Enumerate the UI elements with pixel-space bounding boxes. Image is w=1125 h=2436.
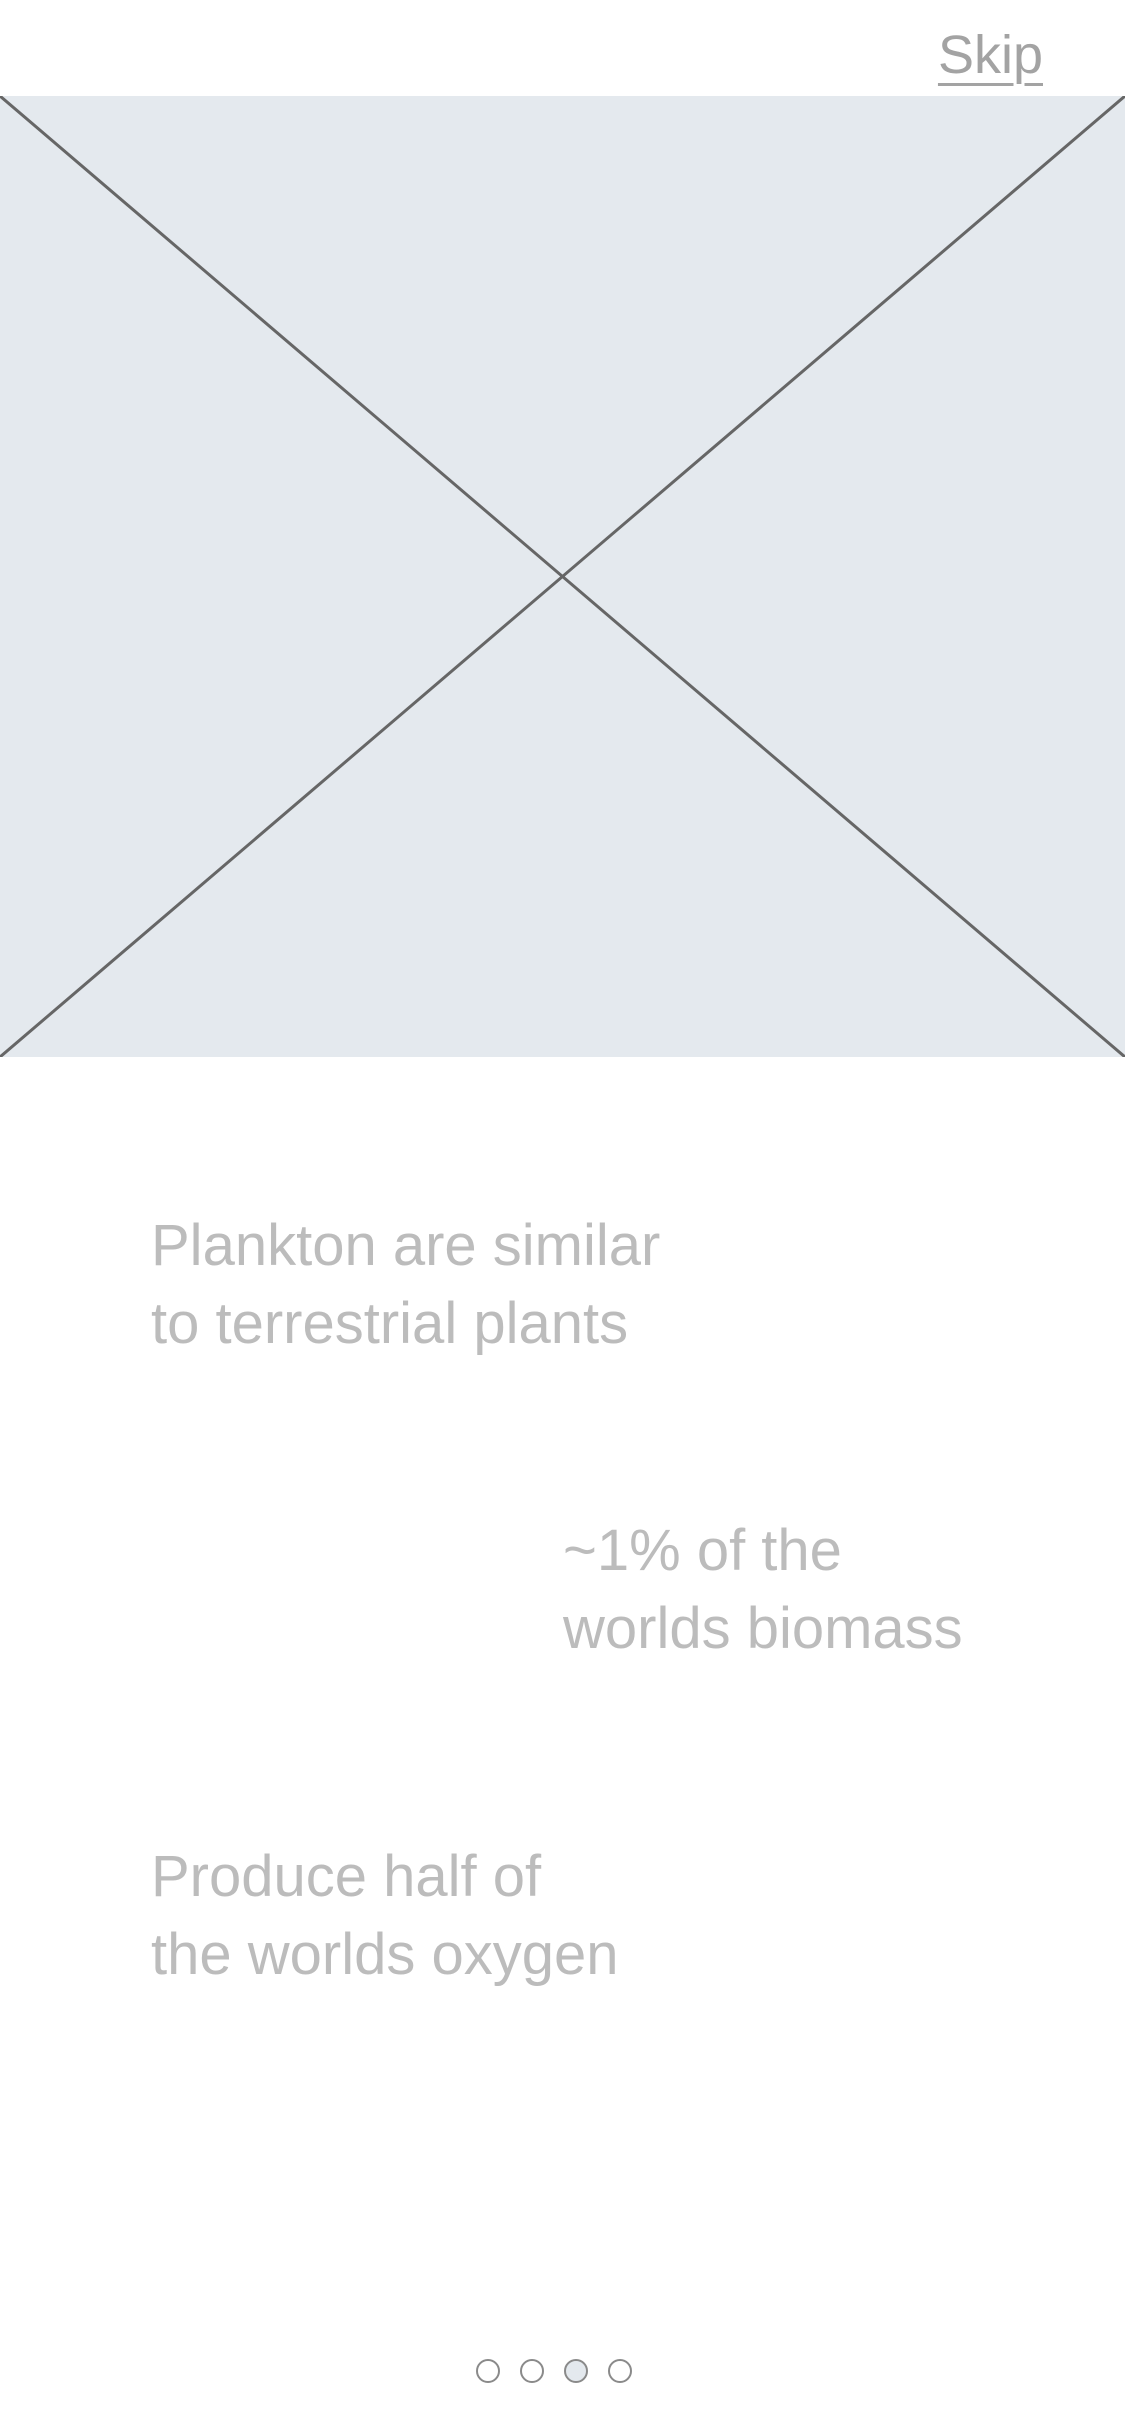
page-dot-1[interactable]: [476, 2359, 500, 2383]
fact-1-line-1: Plankton are similar: [151, 1213, 661, 1278]
page-dot-3[interactable]: [564, 2359, 588, 2383]
fact-2-line-2: worlds biomass: [563, 1596, 963, 1661]
fact-3-line-1: Produce half of: [151, 1844, 542, 1909]
page-dot-4[interactable]: [608, 2359, 632, 2383]
fact-3-line-2: the worlds oxygen: [151, 1922, 619, 1987]
fact-2-line-1: ~1% of the: [563, 1518, 842, 1583]
fact-text-2: ~1% of the worlds biomass: [563, 1512, 963, 1668]
fact-text-1: Plankton are similar to terrestrial plan…: [151, 1207, 660, 1363]
page-indicator: [476, 2359, 632, 2383]
page-dot-2[interactable]: [520, 2359, 544, 2383]
fact-text-3: Produce half of the worlds oxygen: [151, 1838, 618, 1994]
image-placeholder-icon: [0, 96, 1125, 1057]
skip-link[interactable]: Skip: [937, 25, 1043, 85]
hero-image-placeholder: [0, 96, 1125, 1057]
fact-1-line-2: to terrestrial plants: [151, 1291, 629, 1356]
